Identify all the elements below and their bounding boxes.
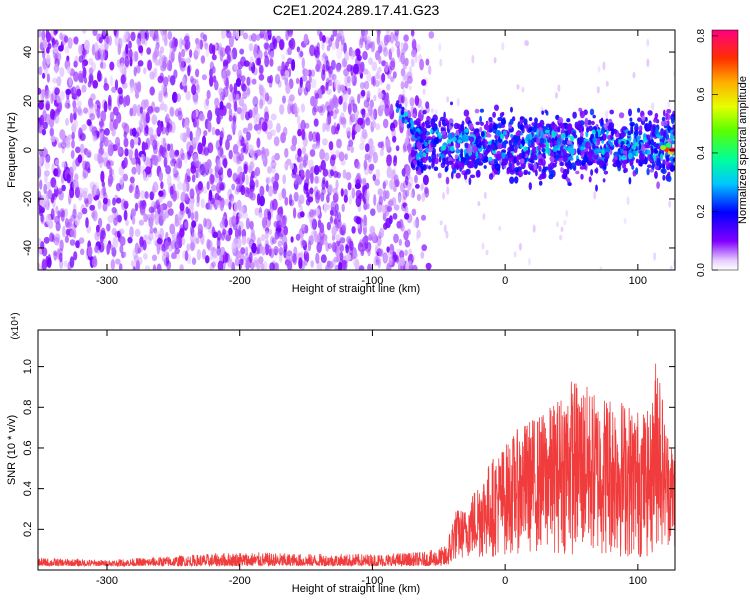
- y-tick-label: 0: [22, 147, 34, 153]
- x-tick-label: -300: [96, 275, 118, 287]
- colorbar-label: Normalized spectral amplitude: [737, 76, 749, 224]
- snr-series-line: [38, 363, 675, 568]
- y-tick-label: 0.2: [22, 522, 34, 537]
- snr-ylabel: SNR (10 * v/v): [6, 415, 18, 485]
- y-tick-label: 0.8: [22, 400, 34, 415]
- snr-frame: [37, 329, 676, 571]
- spectrogram-cells: [38, 30, 675, 270]
- snr-scale-note: (x10⁴): [10, 312, 21, 339]
- y-tick-label: -40: [22, 240, 34, 256]
- x-tick-label: 100: [629, 575, 647, 587]
- snr-panel: -300 -200 -100 0 100 0.2 0.4 0.6 0.8 1.0 (x10⁴) H…: [6, 312, 676, 595]
- colorbar-tick-label: 0.0: [696, 263, 707, 277]
- colorbar-tick-label: 0.4: [696, 146, 707, 160]
- x-tick-label: -100: [361, 275, 383, 287]
- spectrogram-ylabel: Frequency (Hz): [6, 112, 18, 188]
- colorbar-tick-label: 0.6: [696, 87, 707, 101]
- y-tick-label: 20: [22, 95, 34, 107]
- snr-axes: -300 -200 -100 0 100 0.2 0.4 0.6 0.8 1.0: [22, 330, 675, 587]
- spectrogram-xlabel: Height of straight line (km): [292, 283, 420, 295]
- figure-title: C2E1.2024.289.17.41.G23: [273, 2, 440, 18]
- x-tick-label: -100: [361, 575, 383, 587]
- snr-series: [38, 363, 675, 568]
- x-tick-label: -200: [229, 575, 251, 587]
- x-tick-label: 0: [502, 575, 508, 587]
- snr-xlabel: Height of straight line (km): [292, 583, 420, 595]
- x-tick-label: 0: [502, 275, 508, 287]
- x-tick-label: -200: [229, 275, 251, 287]
- spectrogram-frame: [37, 29, 676, 271]
- x-tick-label: 100: [629, 275, 647, 287]
- x-tick-label: -300: [96, 575, 118, 587]
- colorbar: 0.0 0.2 0.4 0.6 0.8 Normalized spectral ampl…: [696, 28, 749, 276]
- colorbar-gradient: [711, 29, 739, 271]
- y-tick-label: 0.6: [22, 440, 34, 455]
- y-tick-label: 0.4: [22, 481, 34, 496]
- colorbar-tick-label: 0.2: [696, 204, 707, 218]
- y-tick-label: 40: [22, 46, 34, 58]
- y-tick-label: 1.0: [22, 359, 34, 374]
- colorbar-ticks: 0.0 0.2 0.4 0.6 0.8: [696, 28, 718, 277]
- colorbar-tick-label: 0.8: [696, 28, 707, 42]
- y-tick-label: -20: [22, 191, 34, 207]
